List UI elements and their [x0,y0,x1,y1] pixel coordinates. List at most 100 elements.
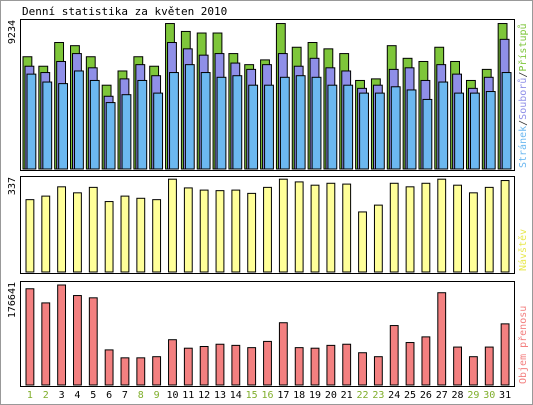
x-tick-label-9: 9 [154,390,160,401]
x-tick-label-20: 20 [325,390,337,401]
bar-traffic-Objem-přenosu-19 [310,347,320,386]
bar-traffic-Objem-přenosu-23 [373,356,383,386]
chart-title: Denní statistika za květen 2010 [22,5,227,18]
bar-traffic-Objem-přenosu-25 [405,342,415,386]
legend-entry-hits-0: Stránek [517,126,529,168]
x-tick-label-4: 4 [74,390,80,401]
bar-traffic-Objem-přenosu-30 [484,346,494,386]
bar-traffic-Objem-přenosu-3 [57,284,67,386]
bar-visits-Návštěv-21 [342,183,352,273]
x-tick-label-2: 2 [43,390,49,401]
bar-traffic-Objem-přenosu-21 [342,343,352,386]
x-tick-label-23: 23 [372,390,384,401]
ymax-label-visits: 337 [7,177,18,195]
bar-hits-Stránek-5 [89,79,100,170]
bar-hits-Stránek-24 [390,86,401,170]
x-tick-label-24: 24 [388,390,400,401]
legend-entry-visits-0: Návštěv [517,229,529,271]
bar-visits-Návštěv-4 [73,192,82,273]
bar-traffic-Objem-přenosu-6 [104,349,114,386]
bar-hits-Stránek-12 [200,72,211,170]
bar-hits-Stránek-27 [438,81,449,170]
bar-traffic-Objem-přenosu-7 [120,357,130,386]
bar-hits-Stránek-31 [501,72,512,170]
bar-hits-Stránek-18 [295,75,306,170]
panel-traffic: 176641 Objem přenosu [7,281,529,387]
bar-hits-Stránek-1 [26,73,37,170]
bar-hits-Stránek-15 [248,84,259,170]
bar-visits-Návštěv-9 [152,199,162,273]
bar-visits-Návštěv-27 [437,178,447,273]
bar-visits-Návštěv-23 [373,204,383,273]
x-tick-label-29: 29 [467,390,479,401]
bar-hits-Stránek-7 [121,94,132,170]
bar-visits-Návštěv-5 [88,186,98,273]
bar-visits-Návštěv-18 [294,181,304,273]
x-tick-label-17: 17 [277,390,289,401]
x-tick-label-16: 16 [261,390,273,401]
bar-hits-Stránek-29 [469,92,480,170]
bar-hits-Stránek-9 [153,92,164,170]
x-tick-label-21: 21 [341,390,353,401]
x-tick-label-11: 11 [182,390,194,401]
bar-hits-Stránek-2 [42,81,53,170]
x-axis-labels: 1 2 3 4 5 6 7 8 9 10 11 12 13 14 15 16 17 18 19 20 21 22 23 24 2… [27,390,511,401]
bar-visits-Návštěv-22 [358,211,367,273]
bar-visits-Návštěv-28 [453,184,462,273]
bar-visits-Návštěv-8 [136,197,146,273]
bar-hits-Stránek-28 [454,92,464,170]
bar-visits-Návštěv-26 [421,182,431,273]
bar-traffic-Objem-přenosu-4 [73,295,82,386]
bar-visits-Návštěv-31 [500,180,510,273]
bar-visits-Návštěv-10 [168,178,177,273]
bar-traffic-Objem-přenosu-28 [453,346,462,386]
bar-traffic-Objem-přenosu-16 [263,340,272,386]
legend-entry-hits-2: Souborů [517,78,529,120]
x-tick-label-25: 25 [404,390,416,401]
bar-visits-Návštěv-25 [405,186,415,273]
bar-traffic-Objem-přenosu-20 [326,344,336,386]
x-tick-label-19: 19 [309,390,321,401]
bar-visits-Návštěv-19 [310,184,320,273]
bar-traffic-Objem-přenosu-12 [199,346,209,386]
bar-hits-Stránek-11 [184,64,195,170]
bar-visits-Návštěv-12 [199,189,209,273]
x-tick-label-8: 8 [138,390,144,401]
bar-traffic-Objem-přenosu-5 [88,297,98,386]
bar-visits-Návštěv-29 [468,192,478,273]
bar-traffic-Objem-přenosu-22 [358,352,367,386]
bar-visits-Návštěv-11 [183,187,193,273]
bar-traffic-Objem-přenosu-10 [168,339,177,386]
bar-visits-Návštěv-7 [120,195,130,273]
legend-traffic: Objem přenosu [517,306,529,384]
bar-traffic-Objem-přenosu-31 [500,323,510,386]
x-tick-label-15: 15 [246,390,258,401]
ymax-label-hits: 9234 [7,20,18,44]
ymax-label-traffic: 176641 [7,282,18,318]
bar-traffic-Objem-přenosu-27 [437,292,447,386]
x-tick-label-27: 27 [436,390,448,401]
bar-traffic-Objem-přenosu-26 [421,336,431,386]
x-tick-label-18: 18 [293,390,305,401]
panel-visits: 337 Návštěv [7,176,529,274]
bar-traffic-Objem-přenosu-29 [468,356,478,386]
bar-visits-Návštěv-1 [25,199,35,273]
bar-traffic-Objem-přenosu-9 [152,356,162,386]
bar-hits-Stránek-17 [279,76,290,170]
x-tick-label-10: 10 [166,390,178,401]
x-tick-label-3: 3 [59,390,65,401]
bar-visits-Návštěv-3 [57,186,67,273]
bar-visits-Návštěv-24 [389,182,399,273]
panel-frame-traffic [20,281,515,387]
legend-entry-traffic-0: Objem přenosu [517,306,529,384]
bar-traffic-Objem-přenosu-24 [389,325,399,386]
bar-visits-Návštěv-2 [41,195,51,273]
bar-hits-Stránek-26 [422,98,433,170]
panels-group: 9234Stránek/Souborů/Přístupů337Návštěv17… [7,19,529,387]
x-tick-label-12: 12 [198,390,210,401]
bar-hits-Stránek-3 [58,83,69,170]
bar-hits-Stránek-10 [169,72,179,170]
